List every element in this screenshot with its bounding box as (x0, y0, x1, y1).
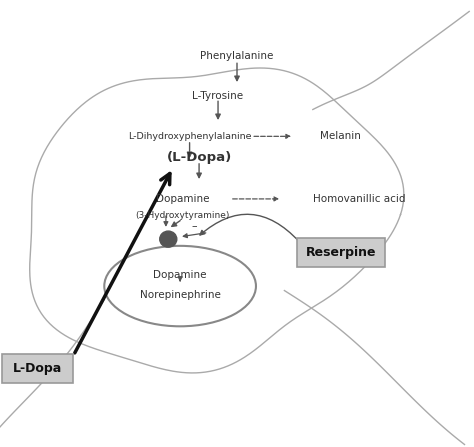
Text: Norepinephrine: Norepinephrine (140, 290, 220, 300)
Text: Melanin: Melanin (320, 131, 361, 141)
Text: Phenylalanine: Phenylalanine (201, 51, 273, 61)
Text: L-Tyrosine: L-Tyrosine (192, 91, 244, 101)
Text: –: – (191, 221, 197, 231)
Text: Homovanillic acid: Homovanillic acid (313, 194, 405, 204)
Text: Dopamine: Dopamine (154, 270, 207, 280)
Circle shape (160, 231, 177, 247)
Text: L-Dopa: L-Dopa (13, 362, 63, 375)
Text: (L-Dopa): (L-Dopa) (166, 151, 232, 164)
FancyBboxPatch shape (298, 238, 385, 267)
FancyBboxPatch shape (2, 354, 73, 384)
Text: Reserpine: Reserpine (306, 246, 376, 259)
Text: (3-Hydroxytyramine): (3-Hydroxytyramine) (135, 211, 230, 220)
Text: Dopamine: Dopamine (156, 194, 209, 204)
Text: L-Dihydroxyphenylalanine: L-Dihydroxyphenylalanine (128, 132, 251, 141)
